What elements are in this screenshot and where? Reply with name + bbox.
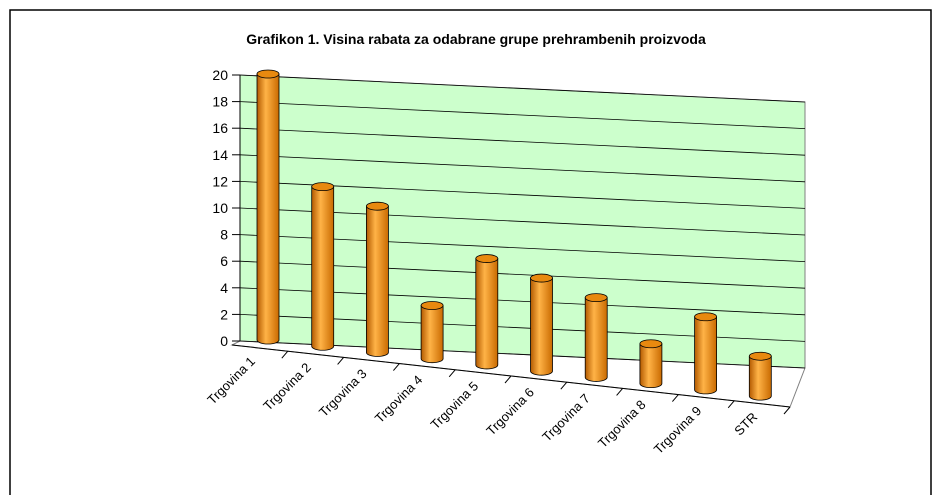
x-tick xyxy=(281,350,289,359)
bar-body xyxy=(366,205,389,357)
grid-line xyxy=(239,101,806,129)
grid-line xyxy=(239,234,806,262)
y-tick-label: 0 xyxy=(220,333,228,349)
bar-body xyxy=(639,343,663,389)
y-tick-label: 20 xyxy=(212,67,228,83)
bar xyxy=(530,273,553,376)
bar xyxy=(365,201,389,357)
bar xyxy=(639,339,663,389)
y-tick-label: 4 xyxy=(220,280,228,296)
grid-line xyxy=(239,127,806,156)
x-tick xyxy=(727,400,735,409)
grid-line xyxy=(239,181,806,209)
chart-title: Grafikon 1. Visina rabata za odabrane gr… xyxy=(246,31,706,47)
grid-line xyxy=(239,207,806,236)
x-tick xyxy=(337,357,344,365)
bar-top xyxy=(256,69,280,79)
bar xyxy=(584,293,608,382)
y-tick-label: 10 xyxy=(212,200,228,216)
x-tick xyxy=(504,375,512,384)
bar xyxy=(256,69,280,345)
bar-body xyxy=(311,186,335,351)
bar-body xyxy=(530,277,553,376)
y-tick-label: 12 xyxy=(212,173,228,189)
y-tick-label: 16 xyxy=(212,120,228,136)
y-tick-label: 18 xyxy=(212,94,228,110)
bar-top xyxy=(365,201,389,211)
bar-top xyxy=(584,293,608,303)
bar-body xyxy=(420,305,444,364)
y-tick-label: 8 xyxy=(220,227,228,243)
grid-line xyxy=(239,154,806,183)
x-tick xyxy=(448,369,456,378)
bar-body xyxy=(694,316,717,395)
y-tick-label: 2 xyxy=(220,306,228,322)
grid-line xyxy=(239,260,806,289)
bar-body xyxy=(256,73,280,345)
bar-body xyxy=(584,297,608,382)
x-tick xyxy=(783,406,791,415)
x-tick xyxy=(616,388,623,396)
y-tick-label: 14 xyxy=(212,147,228,163)
bar-body xyxy=(475,258,499,370)
bar xyxy=(311,182,335,351)
bar-top xyxy=(639,339,663,349)
bar-top xyxy=(420,301,444,310)
x-tick xyxy=(672,394,679,402)
bar-body xyxy=(748,355,772,401)
grid-line xyxy=(239,74,806,103)
bar-top xyxy=(475,254,499,263)
bar xyxy=(748,351,772,401)
bar-top xyxy=(311,182,335,192)
x-tick xyxy=(393,363,400,371)
x-tick xyxy=(560,381,568,390)
bar-top xyxy=(748,351,772,361)
bar xyxy=(420,301,444,364)
bar xyxy=(475,254,499,370)
bar-top xyxy=(694,312,717,322)
y-tick-label: 6 xyxy=(220,253,228,269)
bar xyxy=(694,312,717,395)
grid-line xyxy=(239,287,806,316)
bar-top xyxy=(530,273,553,283)
